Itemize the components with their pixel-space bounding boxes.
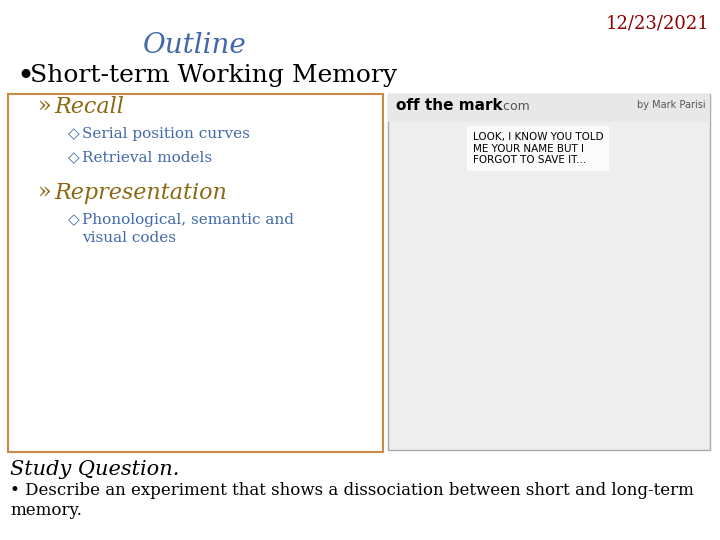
Text: Retrieval models: Retrieval models: [82, 151, 212, 165]
Text: ◇: ◇: [68, 127, 80, 141]
Text: LOOK, I KNOW YOU TOLD
ME YOUR NAME BUT I
FORGOT TO SAVE IT...: LOOK, I KNOW YOU TOLD ME YOUR NAME BUT I…: [473, 132, 603, 165]
Text: ◇: ◇: [68, 213, 80, 227]
Text: Serial position curves: Serial position curves: [82, 127, 250, 141]
Text: »: »: [38, 96, 52, 118]
Text: »: »: [38, 182, 52, 204]
Text: visual codes: visual codes: [82, 231, 176, 245]
Text: Outline: Outline: [143, 32, 247, 59]
Text: •: •: [16, 62, 34, 93]
Text: by Mark Parisi: by Mark Parisi: [637, 100, 706, 110]
Text: Representation: Representation: [54, 182, 227, 204]
Text: Short-term Working Memory: Short-term Working Memory: [30, 64, 397, 87]
Text: ◇: ◇: [68, 151, 80, 165]
Text: .com: .com: [500, 100, 531, 113]
Text: off the mark: off the mark: [396, 98, 503, 113]
FancyBboxPatch shape: [388, 94, 710, 122]
Text: Study Question.: Study Question.: [10, 460, 179, 479]
FancyBboxPatch shape: [388, 94, 710, 450]
Text: memory.: memory.: [10, 502, 82, 519]
Text: Phonological, semantic and: Phonological, semantic and: [82, 213, 294, 227]
Text: Recall: Recall: [54, 96, 124, 118]
Text: 12/23/2021: 12/23/2021: [606, 15, 710, 33]
Text: • Describe an experiment that shows a dissociation between short and long-term: • Describe an experiment that shows a di…: [10, 482, 694, 499]
